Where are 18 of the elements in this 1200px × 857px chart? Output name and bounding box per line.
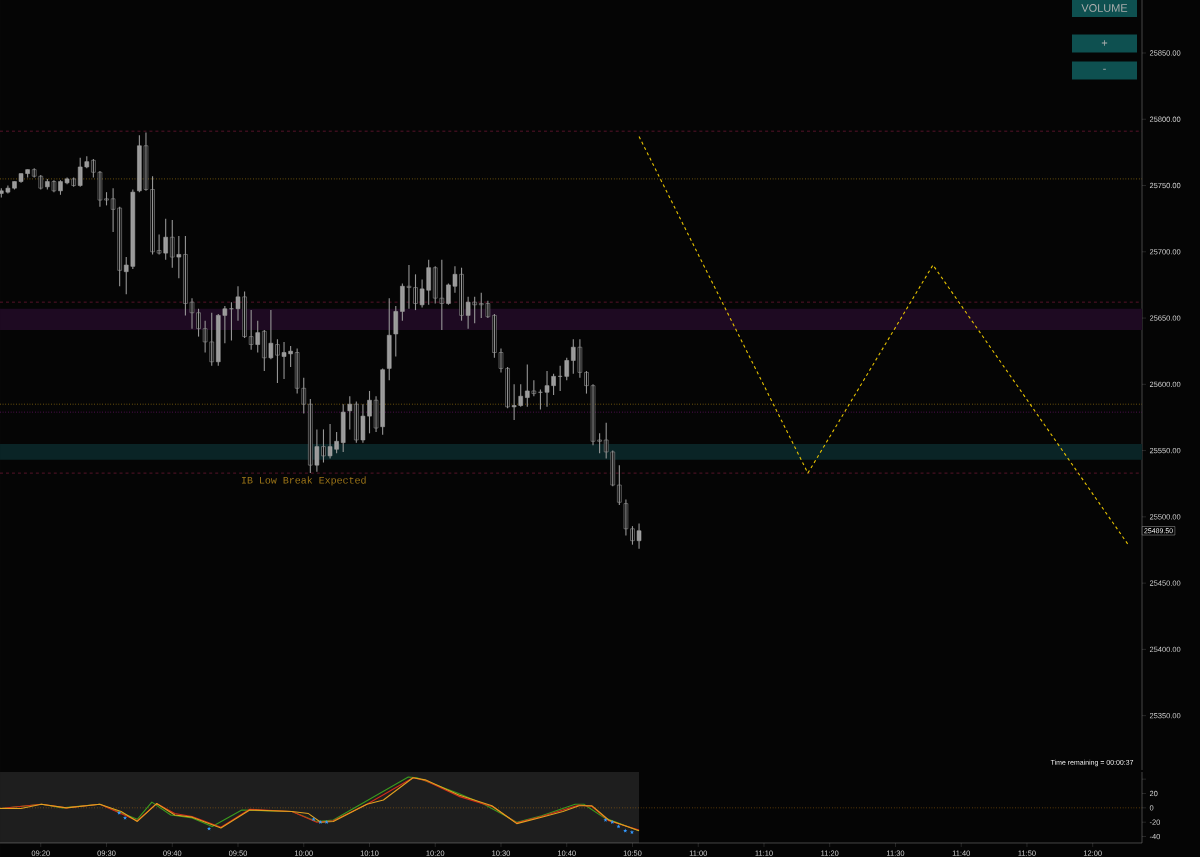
annotation: IB Low Break Expected xyxy=(241,476,366,486)
point xyxy=(610,819,615,824)
point xyxy=(117,810,122,815)
candlestick xyxy=(393,305,399,358)
line-series xyxy=(638,135,1129,546)
candlestick xyxy=(617,464,622,506)
candlestick xyxy=(340,403,346,453)
point xyxy=(603,817,608,822)
point xyxy=(324,819,329,824)
point xyxy=(623,828,628,833)
point xyxy=(311,817,316,822)
annotation: VOLUME xyxy=(1081,4,1128,12)
point xyxy=(318,819,323,824)
point xyxy=(616,824,621,829)
candlestick xyxy=(564,357,570,381)
annotation: - xyxy=(1103,68,1106,70)
point xyxy=(122,815,128,820)
annotation: + xyxy=(1101,40,1108,46)
